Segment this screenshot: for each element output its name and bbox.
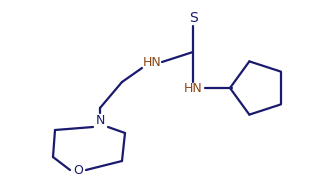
Text: N: N [95,114,105,126]
Text: O: O [73,163,83,177]
Text: HN: HN [143,56,161,68]
Text: HN: HN [184,81,202,94]
Text: S: S [188,11,197,25]
